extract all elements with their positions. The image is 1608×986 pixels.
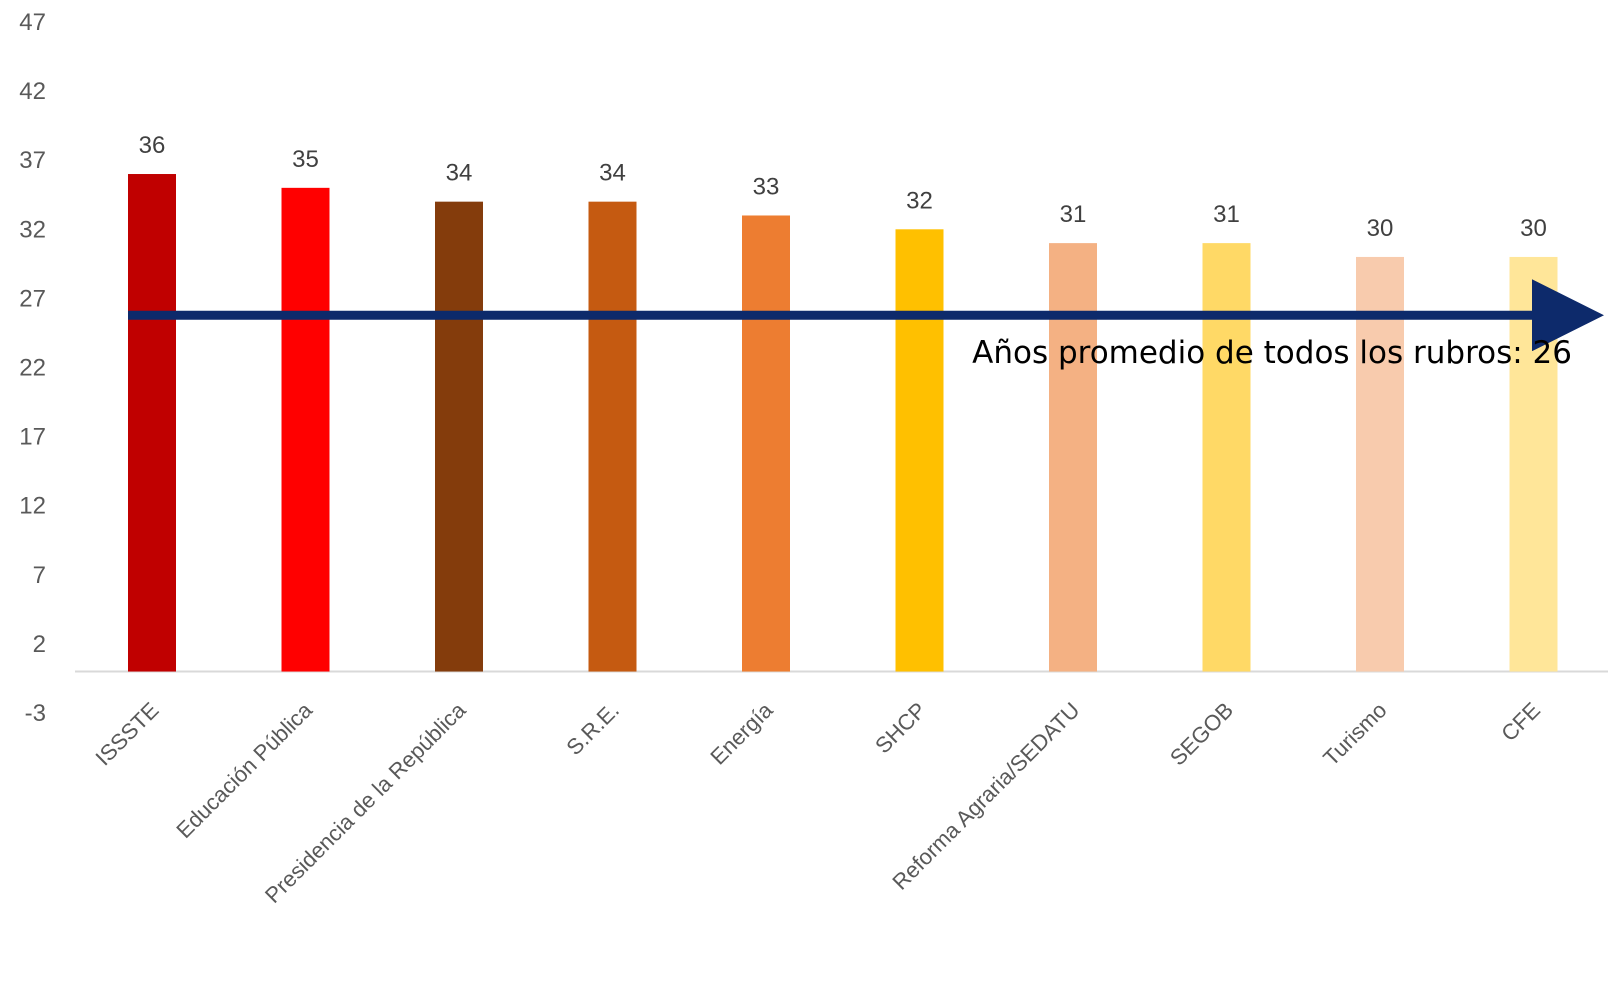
category-label: Turismo [1318, 697, 1391, 770]
data-label: 32 [906, 187, 933, 214]
bar [128, 174, 176, 672]
data-label: 33 [753, 173, 780, 200]
bars [128, 174, 1558, 672]
bar [1049, 243, 1097, 672]
bar [742, 215, 790, 672]
y-tick-label: 12 [19, 493, 46, 520]
category-label: CFE [1496, 697, 1545, 746]
bar [435, 201, 483, 672]
y-tick-label: 7 [33, 562, 46, 589]
y-tick-label: 32 [19, 216, 46, 243]
category-label: ISSSTE [91, 697, 164, 770]
category-label: Educación Pública [171, 697, 317, 843]
data-label: 30 [1367, 215, 1394, 242]
data-label: 30 [1520, 215, 1547, 242]
y-tick-label: 2 [33, 631, 46, 658]
average-reference-label: Años promedio de todos los rubros: 26 [972, 335, 1572, 371]
y-axis: 47 42 37 32 27 22 17 12 7 2 -3 [19, 9, 46, 727]
y-tick-label: -3 [25, 700, 46, 727]
bar [1202, 243, 1251, 672]
bar [895, 229, 944, 672]
category-label: Energía [705, 697, 778, 770]
bar [281, 187, 330, 672]
data-labels: 36 35 34 34 33 32 31 31 30 30 [139, 132, 1547, 242]
category-label: SHCP [870, 697, 931, 758]
category-label: SEGOB [1165, 697, 1238, 770]
bar [588, 201, 637, 672]
y-tick-label: 22 [19, 355, 46, 382]
y-tick-label: 42 [19, 78, 46, 105]
data-label: 34 [599, 160, 626, 187]
data-label: 34 [446, 160, 473, 187]
bar [1356, 256, 1404, 672]
data-label: 36 [139, 132, 166, 159]
data-label: 31 [1213, 201, 1240, 228]
y-tick-label: 17 [19, 424, 46, 451]
y-tick-label: 27 [19, 285, 46, 312]
data-label: 35 [292, 146, 319, 173]
y-tick-label: 37 [19, 147, 46, 174]
y-tick-label: 47 [19, 9, 46, 36]
data-label: 31 [1060, 201, 1087, 228]
category-label: S.R.E. [561, 697, 624, 760]
